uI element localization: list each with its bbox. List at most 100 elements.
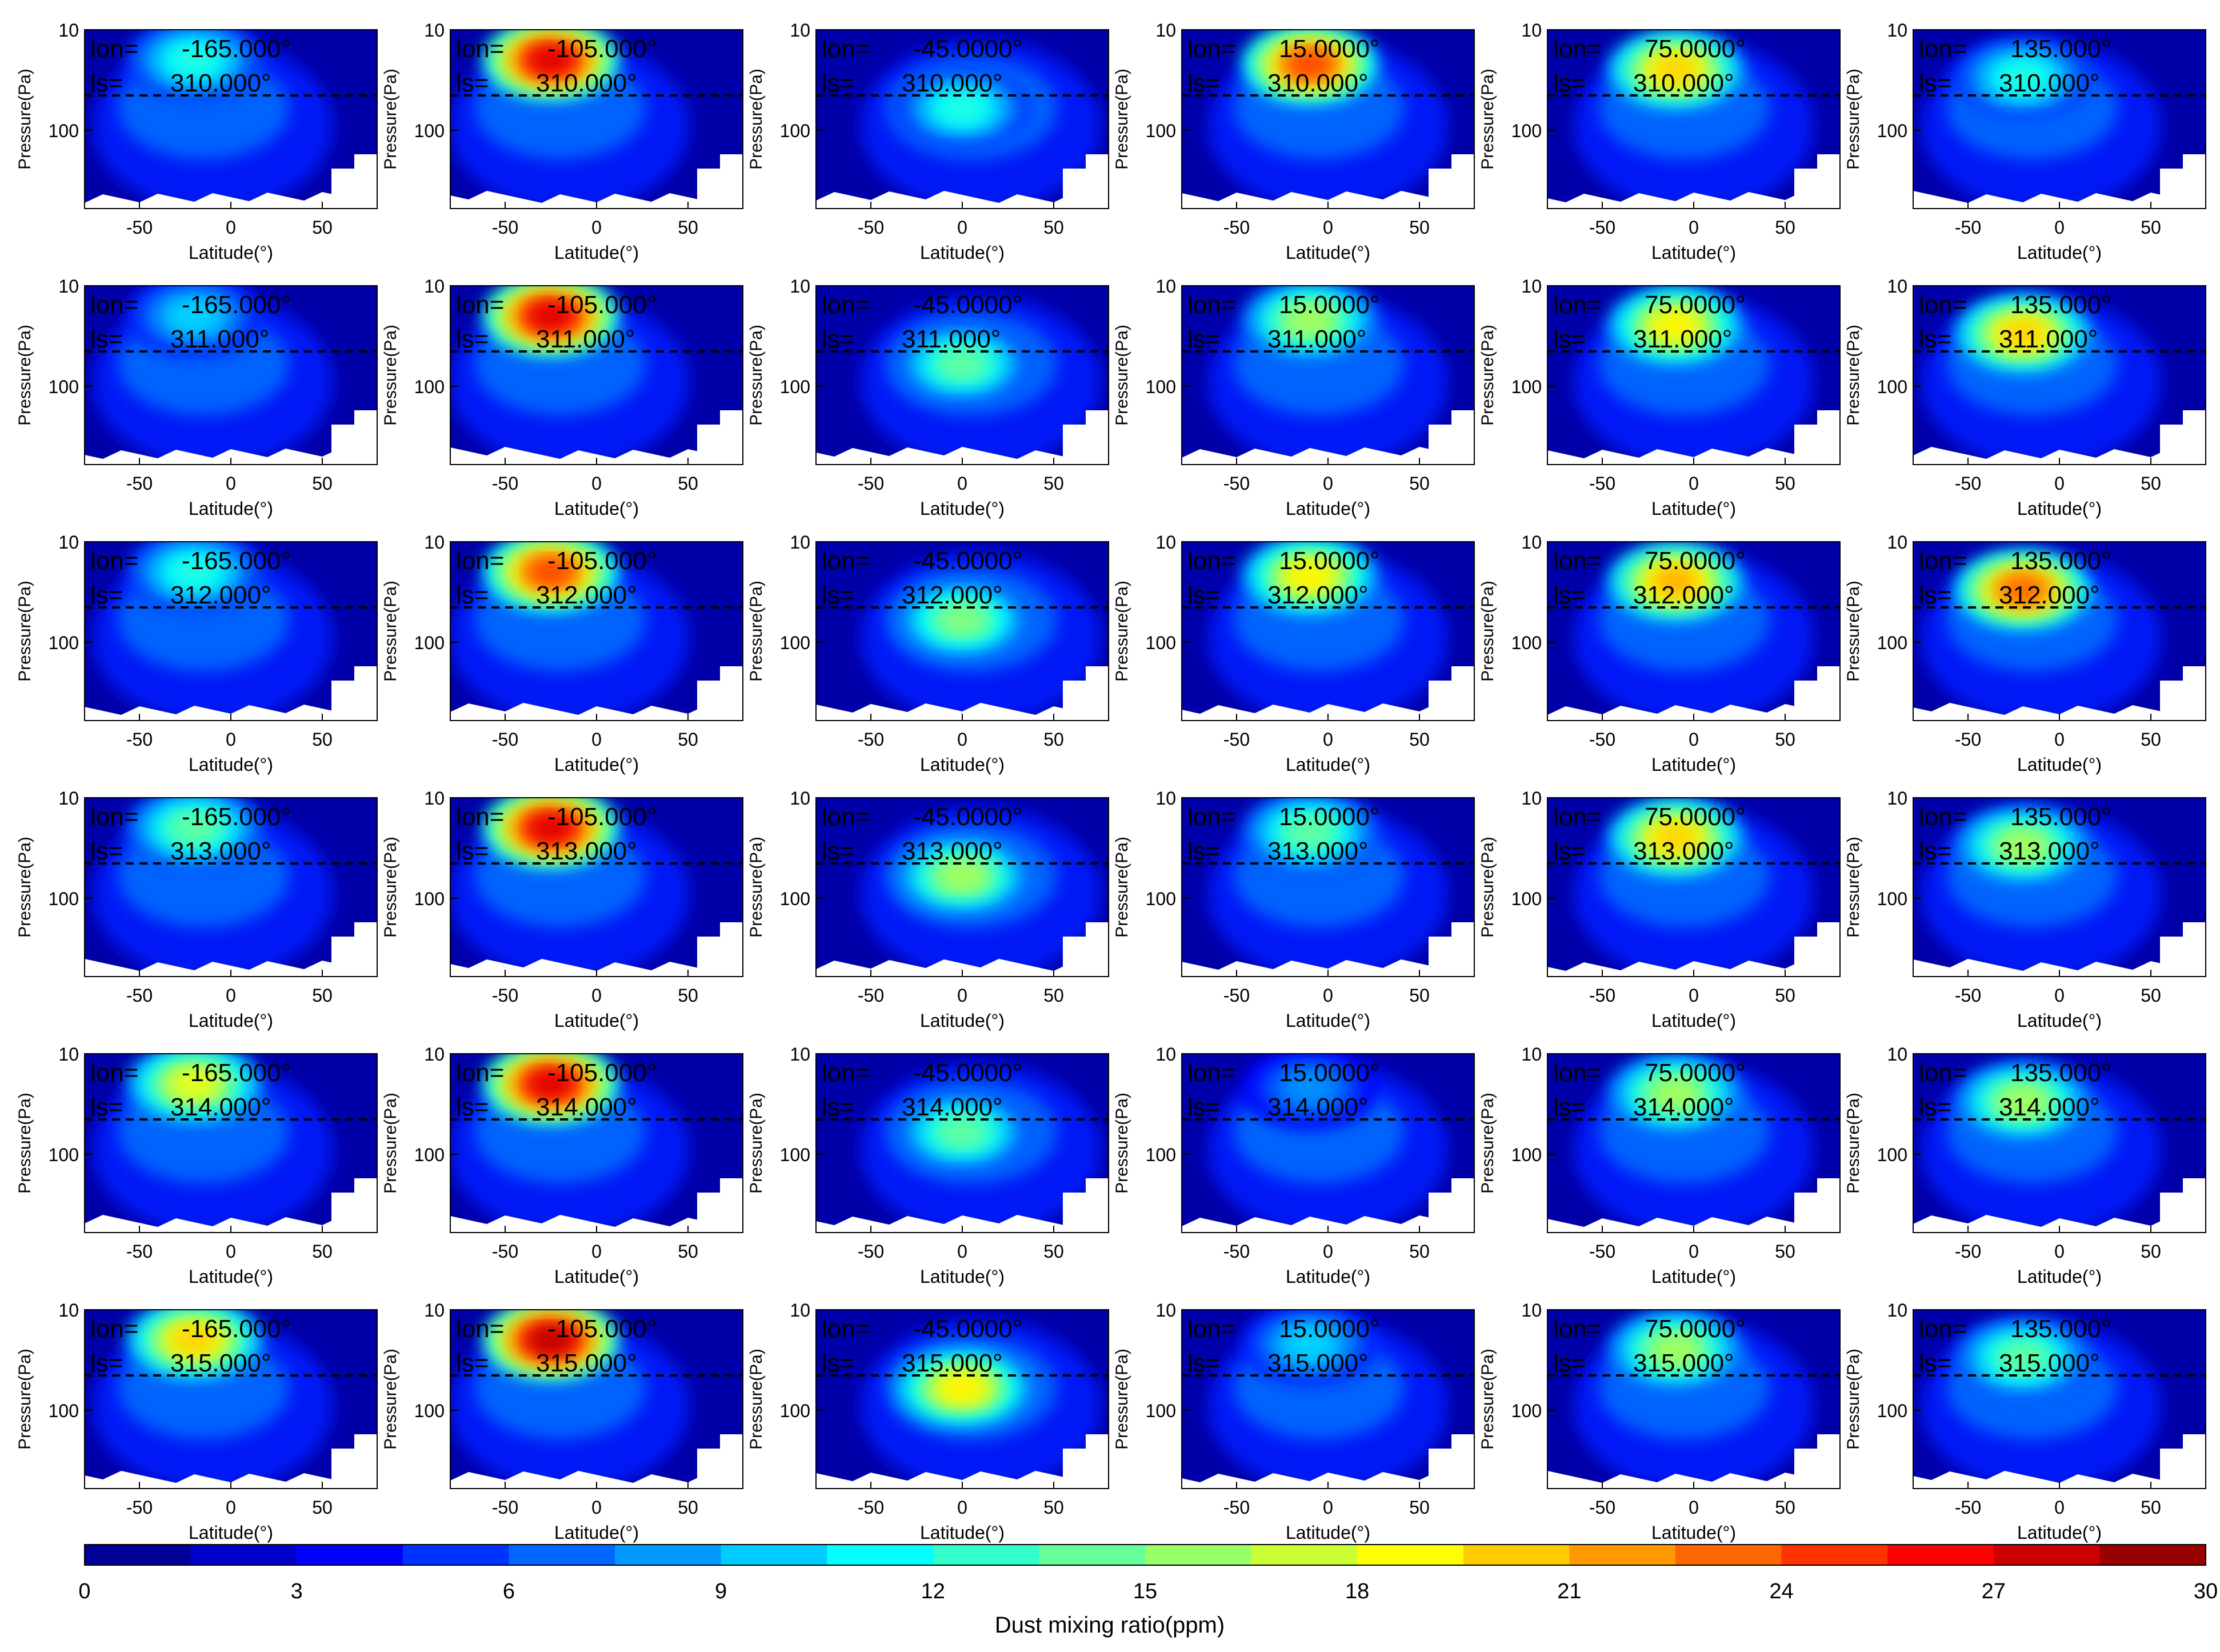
x-tick-label: -50 bbox=[1223, 217, 1250, 238]
lon-label: lon= bbox=[1553, 547, 1601, 575]
lon-value: 135.000° bbox=[2010, 291, 2111, 319]
x-tick-label: -50 bbox=[1589, 985, 1615, 1006]
lon-label: lon= bbox=[1187, 291, 1235, 319]
surface-gap bbox=[1182, 959, 1474, 977]
contour-field bbox=[1913, 798, 2206, 977]
lon-value: 135.000° bbox=[2010, 35, 2111, 63]
colorbar-tick-label: 24 bbox=[1769, 1579, 1793, 1603]
y-axis-label: Pressure(Pa) bbox=[1113, 837, 1131, 938]
lon-label: lon= bbox=[1919, 1315, 1967, 1343]
x-axis-label: Latitude(°) bbox=[2017, 1522, 2102, 1543]
ls-value: 312.000° bbox=[902, 581, 1003, 609]
ls-label: ls= bbox=[822, 325, 854, 353]
colorbar-tick-label: 30 bbox=[2194, 1579, 2218, 1603]
y-tick-label: 10 bbox=[424, 1044, 445, 1065]
contour-field bbox=[1913, 286, 2206, 465]
x-tick-label: -50 bbox=[1223, 985, 1250, 1006]
x-tick-label: 0 bbox=[2054, 1497, 2065, 1518]
x-tick-label: -50 bbox=[1589, 729, 1615, 750]
dust-plume-level bbox=[528, 301, 574, 331]
ls-value: 315.000° bbox=[1999, 1349, 2100, 1377]
x-tick-label: 50 bbox=[678, 473, 698, 494]
colorbar-level bbox=[1145, 1545, 1252, 1565]
lon-value: 75.0000° bbox=[1645, 803, 1746, 831]
y-tick-label: 100 bbox=[49, 121, 79, 141]
dust-plume-level bbox=[939, 1117, 985, 1147]
ls-label: ls= bbox=[456, 837, 489, 865]
surface-gap-right bbox=[1794, 410, 1840, 465]
panel-1-5: -50 0 50 10 100 Latitude(°) Pressure(Pa) lon= 13… bbox=[1844, 276, 2206, 519]
y-tick-label: 10 bbox=[790, 276, 810, 297]
contour-field bbox=[816, 798, 1109, 977]
y-tick-label: 10 bbox=[1887, 1044, 1907, 1065]
surface-gap-right bbox=[697, 154, 743, 209]
x-axis-label: Latitude(°) bbox=[2017, 754, 2102, 775]
panel-0-1: -50 0 50 10 100 Latitude(°) Pressure(Pa) lon= -1… bbox=[381, 20, 743, 263]
surface-gap-right bbox=[697, 410, 743, 465]
lon-label: lon= bbox=[1553, 35, 1601, 63]
x-tick-label: 0 bbox=[591, 729, 602, 750]
dust-plume-level bbox=[1287, 49, 1333, 79]
lon-label: lon= bbox=[90, 1315, 138, 1343]
y-axis-label: Pressure(Pa) bbox=[1478, 325, 1497, 426]
lon-label: lon= bbox=[1187, 1059, 1235, 1087]
surface-gap bbox=[450, 191, 743, 209]
y-axis-label: Pressure(Pa) bbox=[1478, 581, 1497, 682]
panel-3-5: -50 0 50 10 100 Latitude(°) Pressure(Pa) lon= 13… bbox=[1844, 788, 2206, 1031]
y-tick-label: 100 bbox=[414, 889, 445, 909]
ls-label: ls= bbox=[90, 325, 123, 353]
surface-gap-right bbox=[1063, 154, 1109, 209]
colorbar-tick-label: 12 bbox=[921, 1579, 945, 1603]
x-tick-label: -50 bbox=[1589, 1497, 1615, 1518]
ls-label: ls= bbox=[822, 1349, 854, 1377]
ls-value: 312.000° bbox=[1267, 581, 1369, 609]
x-tick-label: 0 bbox=[1689, 985, 1699, 1006]
y-tick-label: 100 bbox=[1877, 1145, 1907, 1165]
y-tick-label: 10 bbox=[790, 20, 810, 41]
ls-label: ls= bbox=[1187, 1349, 1220, 1377]
dust-plume-level bbox=[1287, 561, 1333, 591]
contour-field bbox=[85, 286, 377, 465]
y-tick-label: 100 bbox=[1877, 377, 1907, 397]
ls-label: ls= bbox=[1553, 837, 1586, 865]
lon-label: lon= bbox=[90, 35, 138, 63]
dust-plume-level bbox=[528, 557, 574, 587]
surface-gap-right bbox=[1429, 410, 1474, 465]
x-tick-label: -50 bbox=[1955, 1241, 1981, 1262]
y-tick-label: 100 bbox=[414, 1401, 445, 1421]
colorbar-level bbox=[297, 1545, 403, 1565]
surface-gap bbox=[816, 1471, 1109, 1489]
surface-gap bbox=[1547, 447, 1840, 465]
dust-plume-level bbox=[1287, 305, 1333, 335]
surface-gap-right bbox=[1794, 1434, 1840, 1489]
lon-label: lon= bbox=[90, 547, 138, 575]
dust-plume-level bbox=[1287, 1329, 1333, 1359]
x-tick-label: 0 bbox=[226, 1497, 236, 1518]
ls-value: 313.000° bbox=[170, 837, 271, 865]
lon-value: 15.0000° bbox=[1279, 291, 1380, 319]
x-tick-label: 0 bbox=[2054, 985, 2065, 1006]
surface-gap-right bbox=[697, 922, 743, 977]
surface-gap-right bbox=[331, 666, 377, 721]
x-tick-label: 50 bbox=[1775, 217, 1795, 238]
panel-4-1: -50 0 50 10 100 Latitude(°) Pressure(Pa) lon= -1… bbox=[381, 1044, 743, 1287]
dust-plume-level bbox=[1653, 55, 1698, 85]
lon-value: -105.000° bbox=[547, 803, 657, 831]
ls-value: 314.000° bbox=[1267, 1093, 1369, 1121]
lon-label: lon= bbox=[822, 803, 870, 831]
dust-plume-level bbox=[1653, 1335, 1698, 1365]
panel-5-2: -50 0 50 10 100 Latitude(°) Pressure(Pa) lon= -4… bbox=[747, 1300, 1109, 1543]
ls-value: 312.000° bbox=[1633, 581, 1734, 609]
surface-gap bbox=[450, 703, 743, 721]
colorbar-level bbox=[509, 1545, 615, 1565]
dust-plume-level bbox=[1653, 567, 1698, 597]
x-tick-label: -50 bbox=[126, 985, 153, 1006]
y-tick-label: 100 bbox=[780, 377, 810, 397]
dust-plume-level bbox=[939, 861, 985, 891]
ls-label: ls= bbox=[456, 1093, 489, 1121]
panel-1-2: -50 0 50 10 100 Latitude(°) Pressure(Pa) lon= -4… bbox=[747, 276, 1109, 519]
lon-label: lon= bbox=[822, 291, 870, 319]
x-axis-label: Latitude(°) bbox=[189, 1010, 273, 1031]
y-tick-label: 10 bbox=[1521, 788, 1542, 809]
